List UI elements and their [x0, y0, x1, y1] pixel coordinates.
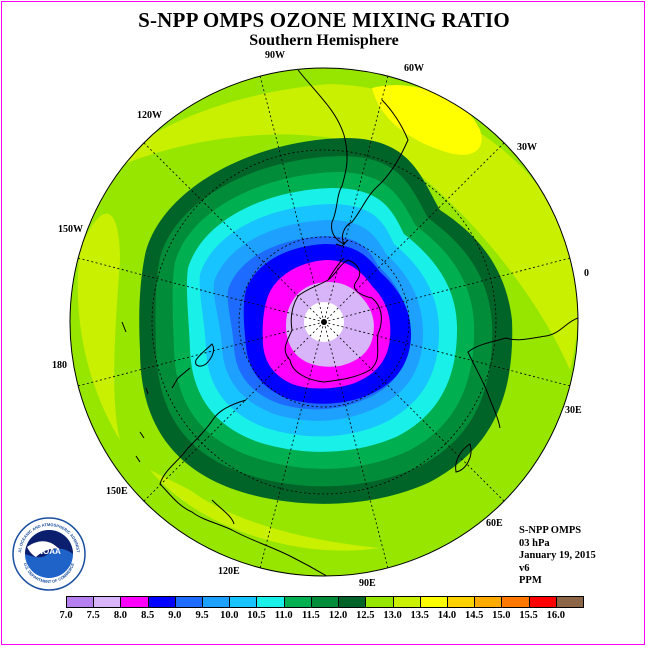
colorbar [66, 596, 584, 608]
ozone-contour-field [70, 68, 578, 576]
colorbar-swatch [528, 596, 557, 608]
colorbar-tick-label: 7.5 [86, 610, 100, 621]
colorbar-tick-label: 10.0 [220, 610, 239, 621]
info-units: PPM [519, 575, 542, 586]
colorbar-tick-label: 11.0 [274, 610, 293, 621]
lon-label-30w: 30W [517, 142, 537, 153]
colorbar-swatch [338, 596, 367, 608]
south-pole-marker [321, 319, 327, 325]
colorbar-tick-label: 14.0 [437, 610, 457, 621]
map-outline [69, 67, 579, 577]
contour-fill-13-0-west [77, 213, 120, 440]
colorbar-tick-label: 15.5 [519, 610, 538, 621]
colorbar-swatch [66, 596, 95, 608]
colorbar-tick-label: 10.5 [247, 610, 266, 621]
colorbar-swatch [474, 596, 503, 608]
colorbar-swatch [120, 596, 149, 608]
lon-label-60w: 60W [404, 63, 424, 74]
colorbar-tick-label: 16.0 [546, 610, 565, 621]
colorbar-swatch [419, 596, 448, 608]
colorbar-swatch [446, 596, 476, 608]
lon-label-90e: 90E [359, 578, 376, 589]
colorbar-swatch [283, 596, 312, 608]
colorbar-swatch [229, 596, 258, 608]
colorbar-swatch [93, 596, 122, 608]
contour-fill-13-0-south [150, 470, 380, 551]
colorbar-swatch [310, 596, 340, 608]
contour-fill-13-0-north [110, 84, 578, 370]
colorbar-swatch [392, 596, 421, 608]
map-subtitle: Southern Hemisphere [249, 32, 399, 49]
colorbar-swatch [501, 596, 530, 608]
map-title: S-NPP OMPS OZONE MIXING RATIO [138, 8, 510, 32]
info-version: v6 [519, 562, 530, 574]
lon-label-0: 0 [584, 268, 589, 279]
colorbar-tick-label: 7.0 [59, 610, 73, 621]
info-instrument: S-NPP OMPS [519, 525, 582, 536]
lon-label-120e: 120E [218, 566, 240, 577]
colorbar-swatch [555, 596, 584, 608]
logo-text: NOAA [37, 547, 61, 556]
lon-label-90w: 90W [265, 50, 285, 61]
colorbar-tick-label: 12.0 [328, 610, 348, 621]
lon-label-60e: 60E [486, 518, 503, 529]
colorbar-tick-label: 11.5 [301, 610, 320, 621]
lon-label-150w: 150W [58, 224, 83, 235]
info-date: January 19, 2015 [519, 550, 596, 561]
graticule [70, 68, 578, 576]
colorbar-tick-label: 12.5 [356, 610, 375, 621]
info-block: S-NPP OMPS 03 hPa January 19, 2015 v6 PP… [519, 525, 596, 588]
colorbar-tick-label: 14.5 [464, 610, 484, 621]
coastlines [121, 69, 578, 576]
colorbar-tick-label: 9.5 [195, 610, 209, 621]
info-level: 03 hPa [519, 537, 550, 549]
colorbar-tick-label: 8.5 [141, 610, 155, 621]
lon-label-180: 180 [52, 360, 67, 371]
colorbar-tick-label: 9.0 [168, 610, 182, 621]
lon-label-150e: 150E [106, 486, 128, 497]
colorbar-swatch [365, 596, 394, 608]
colorbar-tick-label: 13.5 [410, 610, 429, 621]
colorbar-tick-label: 13.0 [383, 610, 402, 621]
lon-label-30e: 30E [565, 405, 582, 416]
colorbar-swatch [147, 596, 176, 608]
colorbar-swatch [174, 596, 204, 608]
lon-label-120w: 120W [137, 110, 162, 121]
colorbar-tick-label: 15.0 [492, 610, 511, 621]
colorbar-swatch [202, 596, 231, 608]
colorbar-swatch [256, 596, 285, 608]
colorbar-tick-label: 8.0 [113, 610, 127, 621]
noaa-logo: NATIONAL OCEANIC AND ATMOSPHERIC ADMINIS… [12, 517, 86, 591]
